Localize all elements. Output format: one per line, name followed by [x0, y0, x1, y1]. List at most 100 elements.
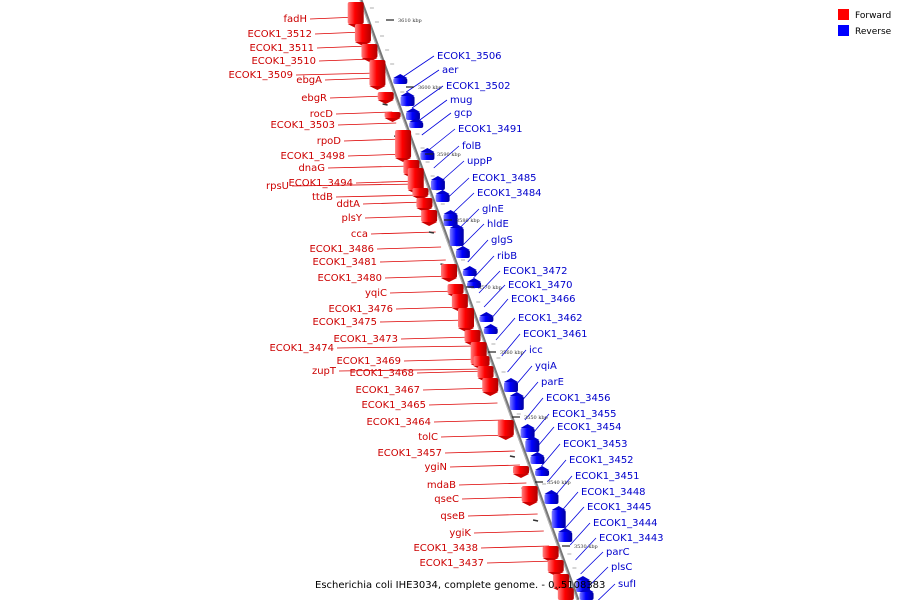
reverse-gene-label[interactable]: plsC	[611, 562, 632, 573]
forward-gene-label[interactable]: rpoD	[317, 136, 342, 147]
forward-gene-feature[interactable]	[553, 574, 570, 588]
forward-gene-feature[interactable]	[377, 92, 394, 100]
forward-gene-label[interactable]: tolC	[418, 432, 438, 443]
reverse-gene-feature[interactable]	[435, 194, 450, 202]
reverse-gene-label[interactable]: ECOK1_3452	[569, 455, 634, 466]
forward-gene-label[interactable]: ygiN	[424, 462, 447, 473]
forward-gene-label[interactable]: fadH	[283, 14, 307, 25]
reverse-gene-label[interactable]: sufI	[618, 579, 636, 590]
forward-gene-feature[interactable]	[416, 198, 433, 208]
forward-gene-label[interactable]: ECOK1_3494	[288, 178, 353, 189]
forward-gene-feature[interactable]	[421, 210, 438, 222]
reverse-gene-feature[interactable]	[503, 382, 518, 392]
reverse-gene-label[interactable]: ECOK1_3470	[508, 280, 573, 291]
forward-gene-feature[interactable]	[473, 356, 490, 366]
forward-gene-label[interactable]: yqiC	[365, 288, 387, 299]
forward-gene-feature[interactable]	[369, 60, 386, 86]
reverse-gene-label[interactable]: ECOK1_3456	[546, 393, 611, 404]
forward-gene-label[interactable]: ebgA	[296, 75, 322, 86]
reverse-gene-label[interactable]: ECOK1_3455	[552, 409, 617, 420]
reverse-gene-label[interactable]: gcp	[454, 108, 472, 119]
forward-gene-label[interactable]: rpsU	[266, 181, 289, 192]
forward-gene-feature[interactable]	[512, 466, 529, 474]
reverse-gene-feature[interactable]	[455, 250, 470, 258]
forward-gene-feature[interactable]	[451, 294, 468, 308]
reverse-gene-label[interactable]: uppP	[467, 156, 492, 167]
forward-gene-feature[interactable]	[347, 2, 364, 24]
forward-gene-feature[interactable]	[407, 168, 424, 190]
forward-gene-label[interactable]: ECOK1_3480	[317, 273, 382, 284]
forward-gene-feature[interactable]	[395, 130, 412, 158]
forward-gene-label[interactable]: qseC	[434, 494, 459, 505]
forward-gene-label[interactable]: ECOK1_3437	[419, 558, 484, 569]
forward-gene-feature[interactable]	[482, 378, 499, 392]
forward-gene-feature[interactable]	[458, 308, 475, 328]
forward-gene-feature[interactable]	[412, 188, 429, 196]
forward-gene-feature[interactable]	[547, 560, 564, 572]
forward-gene-label[interactable]: ECOK1_3503	[270, 120, 335, 131]
forward-gene-label[interactable]: ebgR	[301, 93, 327, 104]
reverse-gene-label[interactable]: ECOK1_3454	[557, 422, 622, 433]
forward-gene-label[interactable]: ECOK1_3476	[328, 304, 393, 315]
forward-gene-feature[interactable]	[557, 588, 574, 600]
reverse-gene-label[interactable]: ECOK1_3453	[563, 439, 628, 450]
reverse-gene-feature[interactable]	[483, 328, 498, 334]
reverse-gene-label[interactable]: ECOK1_3451	[575, 471, 640, 482]
forward-gene-feature[interactable]	[497, 420, 514, 436]
reverse-gene-feature[interactable]	[420, 152, 435, 160]
reverse-gene-label[interactable]: ECOK1_3506	[437, 51, 502, 62]
reverse-gene-label[interactable]: ECOK1_3461	[523, 329, 588, 340]
reverse-gene-label[interactable]: ECOK1_3462	[518, 313, 583, 324]
reverse-gene-label[interactable]: yqiA	[535, 361, 557, 372]
reverse-gene-feature[interactable]	[530, 456, 545, 464]
reverse-gene-label[interactable]: parE	[541, 377, 564, 388]
forward-gene-feature[interactable]	[447, 284, 464, 294]
reverse-gene-feature[interactable]	[449, 228, 464, 246]
forward-gene-feature[interactable]	[384, 112, 401, 118]
reverse-gene-label[interactable]: ECOK1_3502	[446, 81, 511, 92]
reverse-gene-feature[interactable]	[393, 78, 408, 84]
forward-gene-label[interactable]: cca	[351, 229, 368, 240]
forward-gene-feature[interactable]	[441, 264, 458, 278]
forward-gene-label[interactable]: ttdB	[312, 192, 333, 203]
reverse-gene-label[interactable]: glgS	[491, 235, 513, 246]
forward-gene-feature[interactable]	[521, 486, 538, 502]
reverse-gene-label[interactable]: ECOK1_3448	[581, 487, 646, 498]
reverse-gene-feature[interactable]	[462, 270, 477, 276]
reverse-gene-feature[interactable]	[525, 440, 540, 452]
reverse-gene-label[interactable]: mug	[450, 95, 472, 106]
forward-gene-label[interactable]: ECOK1_3510	[251, 56, 316, 67]
forward-gene-label[interactable]: ECOK1_3509	[228, 70, 293, 81]
reverse-gene-label[interactable]: ECOK1_3491	[458, 124, 523, 135]
reverse-gene-feature[interactable]	[535, 470, 550, 476]
forward-gene-label[interactable]: ECOK1_3467	[355, 385, 420, 396]
reverse-gene-feature[interactable]	[520, 428, 535, 438]
forward-gene-label[interactable]: ECOK1_3473	[333, 334, 398, 345]
reverse-gene-label[interactable]: parC	[606, 547, 630, 558]
reverse-gene-label[interactable]: ECOK1_3484	[477, 188, 542, 199]
forward-gene-label[interactable]: qseB	[440, 511, 465, 522]
reverse-gene-label[interactable]: ECOK1_3444	[593, 518, 658, 529]
forward-gene-label[interactable]: ECOK1_3486	[309, 244, 374, 255]
reverse-gene-label[interactable]: ECOK1_3466	[511, 294, 576, 305]
reverse-gene-feature[interactable]	[409, 122, 424, 128]
reverse-gene-feature[interactable]	[558, 532, 573, 542]
forward-gene-label[interactable]: ECOK1_3438	[413, 543, 478, 554]
forward-gene-label[interactable]: dnaG	[298, 163, 325, 174]
reverse-gene-label[interactable]: ECOK1_3443	[599, 533, 664, 544]
forward-gene-label[interactable]: ECOK1_3469	[336, 356, 401, 367]
reverse-gene-label[interactable]: icc	[529, 345, 543, 356]
forward-gene-label[interactable]: plsY	[342, 213, 363, 224]
reverse-gene-label[interactable]: ribB	[497, 251, 517, 262]
forward-gene-label[interactable]: ECOK1_3468	[349, 368, 414, 379]
reverse-gene-label[interactable]: ECOK1_3472	[503, 266, 568, 277]
reverse-gene-feature[interactable]	[430, 180, 445, 190]
forward-gene-feature[interactable]	[542, 546, 559, 558]
forward-gene-label[interactable]: zupT	[312, 366, 337, 377]
reverse-gene-feature[interactable]	[400, 96, 415, 106]
reverse-gene-feature[interactable]	[509, 396, 524, 410]
reverse-gene-feature[interactable]	[551, 510, 566, 528]
reverse-gene-label[interactable]: ECOK1_3445	[587, 502, 652, 513]
forward-gene-label[interactable]: ECOK1_3465	[361, 400, 426, 411]
forward-gene-label[interactable]: ECOK1_3481	[312, 257, 377, 268]
